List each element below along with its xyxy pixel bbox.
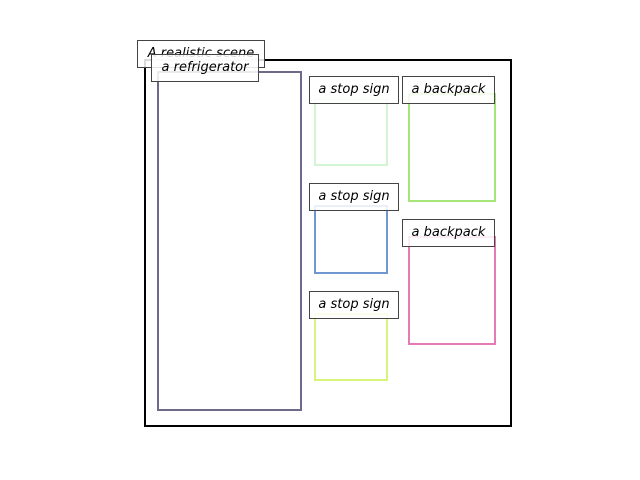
scene-frame [144, 59, 512, 427]
stop-sign-label-3: a stop sign [309, 291, 399, 319]
stop-sign-label-1: a stop sign [309, 76, 399, 104]
backpack-box-2 [408, 236, 496, 345]
backpack-box-1 [408, 93, 496, 202]
stop-sign-box-1 [314, 98, 388, 166]
stop-sign-box-2 [314, 205, 388, 274]
backpack-label-1: a backpack [402, 76, 495, 104]
refrigerator-box [157, 71, 302, 411]
refrigerator-label: a refrigerator [151, 54, 259, 82]
stop-sign-label-2: a stop sign [309, 183, 399, 211]
backpack-label-2: a backpack [402, 219, 495, 247]
stop-sign-box-3 [314, 313, 388, 381]
